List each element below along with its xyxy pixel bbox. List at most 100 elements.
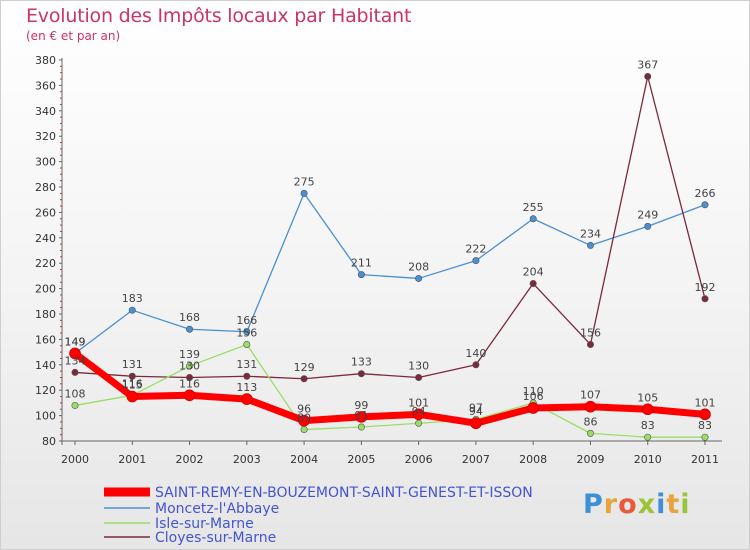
series-point-1: [529, 215, 537, 223]
series-point-0: [69, 347, 81, 360]
x-tick-label: 2009: [576, 453, 604, 466]
y-tick-label: 80: [42, 435, 56, 448]
data-label: 131: [122, 358, 143, 371]
series-point-0: [126, 390, 139, 403]
x-tick-label: 2003: [233, 453, 261, 466]
data-label: 116: [179, 377, 200, 390]
data-label: 96: [297, 403, 311, 416]
series-line-0: [71, 349, 709, 427]
series-point-3: [71, 368, 79, 376]
y-tick-label: 160: [35, 333, 56, 346]
data-label: 130: [179, 360, 200, 373]
data-label: 266: [695, 187, 716, 200]
y-tick-label: 240: [35, 232, 56, 245]
logo-letter: x: [637, 489, 657, 520]
data-label: 367: [637, 59, 658, 72]
data-label: 110: [523, 385, 544, 398]
x-tick-label: 2001: [118, 453, 146, 466]
series-point-1: [243, 328, 251, 336]
series-line-1: [74, 192, 706, 355]
data-label: 133: [351, 356, 372, 369]
data-label: 106: [523, 390, 544, 403]
logo-letter: r: [603, 489, 619, 520]
y-tick-label: 300: [35, 156, 56, 169]
data-label: 101: [695, 396, 716, 409]
series-point-3: [128, 372, 136, 380]
series-point-1: [586, 241, 594, 249]
data-label: 255: [523, 201, 544, 214]
x-tick-label: 2007: [462, 453, 490, 466]
data-label: 130: [408, 360, 429, 373]
series-point-1: [357, 271, 365, 279]
data-label: 91: [354, 409, 368, 422]
series-point-1: [415, 274, 423, 282]
data-label: 105: [637, 391, 658, 404]
data-label: 115: [122, 379, 143, 392]
series-point-0: [527, 402, 539, 414]
data-label: 168: [179, 311, 200, 324]
data-label: 192: [695, 281, 716, 294]
y-tick-label: 380: [35, 54, 56, 67]
data-label: 234: [580, 227, 601, 240]
data-label: 99: [354, 399, 368, 412]
data-label: 83: [641, 419, 655, 432]
data-label: 139: [179, 348, 200, 361]
logo-letter: i: [656, 489, 667, 520]
logo-letter: i: [680, 489, 691, 520]
chart-subtitle: (en € et par an): [26, 29, 121, 43]
series-point-1: [644, 222, 652, 230]
y-tick-label: 120: [35, 384, 56, 397]
data-label: 149: [65, 335, 86, 348]
y-tick-label: 260: [35, 206, 56, 219]
series-point-0: [241, 393, 253, 405]
data-label: 211: [351, 257, 372, 270]
y-tick-label: 280: [35, 181, 56, 194]
data-label: 89: [297, 412, 311, 425]
data-label: 94: [412, 405, 426, 418]
series-point-0: [584, 400, 597, 413]
proxiti-logo: Proxiti: [583, 489, 691, 520]
logo-letter: o: [618, 489, 638, 520]
series-point-0: [412, 408, 425, 421]
legend-label-1: Moncetz-l'Abbaye: [155, 501, 279, 517]
x-tick-label: 2006: [405, 453, 433, 466]
data-label: 249: [637, 208, 658, 221]
series-point-2: [357, 423, 365, 431]
y-tick-label: 220: [35, 257, 56, 270]
series-point-2: [644, 433, 652, 441]
data-label: 134: [65, 354, 86, 367]
data-label: 113: [236, 381, 257, 394]
data-label: 156: [580, 326, 601, 339]
x-tick-label: 2005: [347, 453, 375, 466]
y-tick-label: 180: [35, 308, 56, 321]
series-point-0: [183, 389, 196, 402]
x-tick-label: 2002: [176, 453, 204, 466]
data-label: 156: [236, 326, 257, 339]
legend-label-2: Isle-sur-Marne: [155, 516, 254, 532]
y-tick-label: 200: [35, 283, 56, 296]
series-point-2: [300, 426, 308, 434]
x-tick-label: 2008: [519, 453, 547, 466]
series-point-2: [71, 401, 79, 409]
data-label: 275: [294, 175, 315, 188]
legend-label-3: Cloyes-sur-Marne: [155, 530, 276, 546]
series-point-3: [701, 295, 709, 303]
series-point-0: [355, 411, 368, 423]
data-label: 166: [236, 314, 257, 327]
y-tick-label: 340: [35, 105, 56, 118]
x-tick-label: 2004: [290, 453, 318, 466]
data-label: 101: [408, 396, 429, 409]
series-point-0: [699, 408, 711, 421]
data-label: 86: [583, 415, 597, 428]
series-line-2: [74, 343, 706, 438]
series-point-2: [701, 433, 709, 441]
data-label: 129: [294, 361, 315, 374]
chart-title: Evolution des Impôts locaux par Habitant: [26, 5, 412, 27]
series-point-3: [357, 370, 365, 378]
series-line-3: [74, 75, 706, 380]
logo-letter: t: [666, 489, 681, 520]
y-tick-label: 360: [35, 79, 56, 92]
logo-letter: P: [583, 489, 604, 520]
legend-label-0: SAINT-REMY-EN-BOUZEMONT-SAINT-GENEST-ET-…: [155, 485, 533, 501]
